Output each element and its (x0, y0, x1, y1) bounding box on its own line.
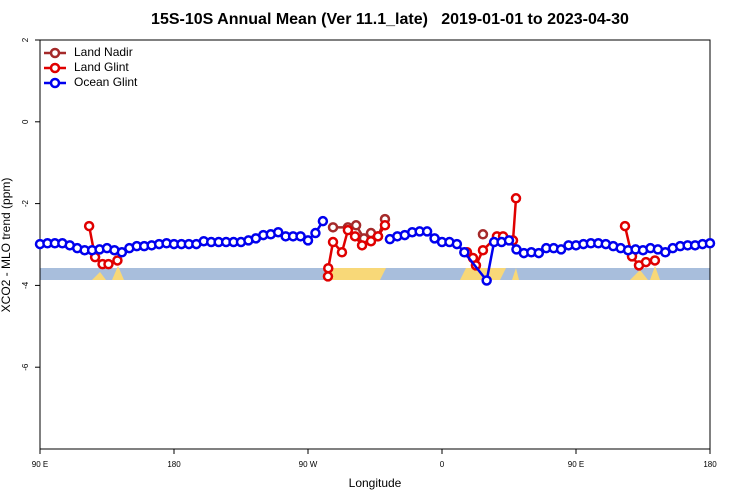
x-tick-label: 90 E (32, 460, 48, 469)
land-ocean-strip (40, 266, 710, 280)
point-marker (533, 247, 545, 259)
point-marker (310, 227, 321, 239)
land-patch (92, 272, 106, 280)
point-marker (317, 215, 329, 227)
point-marker (342, 224, 354, 236)
point-marker (459, 247, 470, 258)
point-marker (421, 226, 433, 237)
point-marker (327, 222, 339, 233)
x-axis-label: Longitude (349, 476, 402, 490)
chart-title: 15S-10S Annual Mean (Ver 11.1_late) 2019… (151, 11, 629, 28)
legend-label: Land Glint (74, 60, 129, 74)
land-patch (112, 266, 124, 280)
legend-marker (49, 62, 61, 74)
point-marker (477, 229, 489, 240)
x-tick-label: 180 (703, 460, 717, 469)
point-marker (295, 231, 306, 242)
point-marker (510, 193, 522, 204)
point-marker (619, 220, 631, 232)
point-marker (349, 231, 361, 242)
y-tick-label: -4 (21, 281, 30, 289)
y-axis-label: XCO2 - MLO trend (ppm) (0, 178, 13, 313)
legend-label: Land Nadir (74, 45, 133, 59)
point-marker (481, 275, 492, 286)
point-marker (336, 247, 348, 258)
x-tick-label: 180 (167, 460, 181, 469)
point-marker (302, 235, 314, 246)
point-marker (272, 226, 284, 238)
land-patch (512, 268, 519, 280)
point-marker (372, 231, 384, 242)
point-marker (356, 240, 368, 251)
point-marker (116, 247, 128, 258)
point-marker (379, 220, 391, 231)
point-marker (503, 235, 515, 246)
point-marker (660, 247, 671, 258)
x-tick-label: 90 W (299, 460, 318, 469)
point-marker (555, 244, 567, 255)
point-marker (640, 256, 652, 268)
land-patch (630, 270, 648, 280)
point-marker (112, 255, 123, 266)
point-marker (322, 271, 334, 282)
point-marker (350, 220, 362, 231)
land-patch (650, 266, 660, 280)
point-marker (365, 235, 377, 247)
point-marker (83, 220, 95, 232)
y-tick-label: 0 (21, 119, 30, 124)
x-tick-label: 0 (440, 460, 445, 469)
x-tick-label: 90 E (568, 460, 584, 469)
point-marker (477, 244, 489, 256)
point-marker (322, 262, 334, 274)
y-tick-label: -6 (21, 363, 30, 371)
legend-marker (49, 47, 61, 59)
legend-label: Ocean Glint (74, 75, 138, 89)
y-tick-label: 2 (21, 37, 30, 42)
point-marker (649, 255, 661, 266)
point-marker (327, 236, 339, 248)
legend-marker (49, 77, 61, 89)
point-marker (704, 238, 716, 249)
point-marker (103, 258, 114, 270)
point-marker (451, 238, 463, 250)
land-patch (326, 268, 386, 280)
y-tick-label: -2 (21, 199, 30, 207)
